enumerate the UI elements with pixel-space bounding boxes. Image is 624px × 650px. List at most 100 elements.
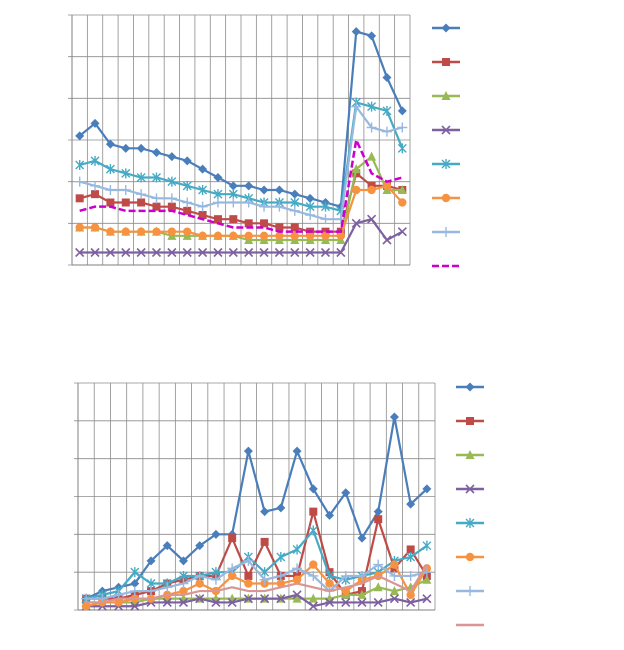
marker [105, 185, 116, 195]
marker [422, 484, 432, 494]
marker [389, 594, 399, 604]
marker [198, 164, 208, 174]
marker [106, 227, 115, 236]
marker [397, 185, 407, 194]
marker [442, 58, 450, 66]
marker [227, 563, 238, 574]
series-line [86, 559, 428, 600]
legend-entry [432, 58, 460, 66]
marker [367, 101, 377, 112]
marker [324, 597, 335, 607]
marker [244, 219, 253, 228]
marker [197, 201, 208, 212]
marker [179, 586, 188, 596]
marker [465, 484, 475, 494]
marker [441, 159, 451, 169]
legend-entry [432, 227, 460, 237]
marker [340, 570, 351, 581]
series-line [79, 217, 403, 254]
marker [441, 91, 451, 100]
marker [325, 579, 334, 588]
marker [335, 214, 346, 225]
marker [373, 582, 383, 592]
marker [465, 586, 475, 596]
marker [198, 247, 208, 258]
series-line [85, 528, 428, 600]
marker [244, 231, 253, 241]
marker [406, 597, 416, 607]
marker [114, 598, 123, 607]
marker [308, 601, 318, 611]
marker [229, 231, 238, 241]
marker [152, 227, 161, 236]
marker [466, 417, 474, 425]
marker [397, 143, 407, 154]
marker [129, 586, 140, 597]
marker [398, 198, 407, 207]
marker [374, 515, 383, 524]
marker [421, 567, 432, 578]
marker [325, 510, 335, 520]
marker [130, 579, 140, 589]
marker [382, 105, 392, 116]
marker [244, 579, 253, 588]
marker [90, 155, 100, 166]
marker [213, 215, 222, 224]
marker [228, 197, 239, 208]
marker [259, 185, 269, 195]
marker [341, 586, 350, 596]
marker [259, 247, 269, 258]
marker [151, 193, 162, 204]
marker [259, 231, 269, 241]
marker [441, 193, 451, 203]
legend-entry [456, 450, 484, 459]
marker [90, 247, 100, 258]
marker [146, 586, 157, 597]
marker [182, 197, 193, 208]
marker [351, 101, 362, 112]
legend-entry [432, 125, 460, 135]
marker [228, 247, 238, 258]
marker [162, 541, 172, 551]
marker [121, 143, 131, 153]
marker [305, 210, 316, 220]
marker [105, 139, 115, 149]
series-line [79, 184, 404, 237]
marker [183, 206, 192, 215]
marker [90, 180, 101, 191]
legend-entry [456, 552, 484, 562]
marker [367, 214, 377, 224]
marker [260, 537, 269, 546]
chart [74, 382, 484, 627]
marker [106, 198, 115, 207]
marker [243, 594, 253, 604]
marker [178, 578, 189, 589]
marker [275, 231, 284, 241]
marker [130, 601, 140, 611]
marker [406, 499, 416, 509]
marker [91, 190, 100, 199]
marker [105, 164, 115, 175]
marker [441, 23, 451, 33]
chart [68, 14, 460, 268]
marker [162, 582, 173, 593]
marker [229, 215, 238, 224]
marker [290, 247, 300, 258]
marker [382, 235, 392, 245]
marker [357, 597, 367, 607]
marker [308, 484, 318, 494]
marker [210, 574, 221, 585]
marker [373, 597, 383, 607]
marker [367, 185, 376, 195]
marker [336, 231, 346, 241]
marker [136, 172, 146, 183]
marker [194, 570, 205, 581]
marker [182, 247, 192, 258]
marker [292, 575, 302, 584]
marker [397, 122, 408, 133]
legend-entry [432, 23, 460, 33]
marker [373, 559, 384, 570]
marker [422, 540, 432, 551]
marker [137, 198, 146, 207]
marker [212, 197, 223, 208]
